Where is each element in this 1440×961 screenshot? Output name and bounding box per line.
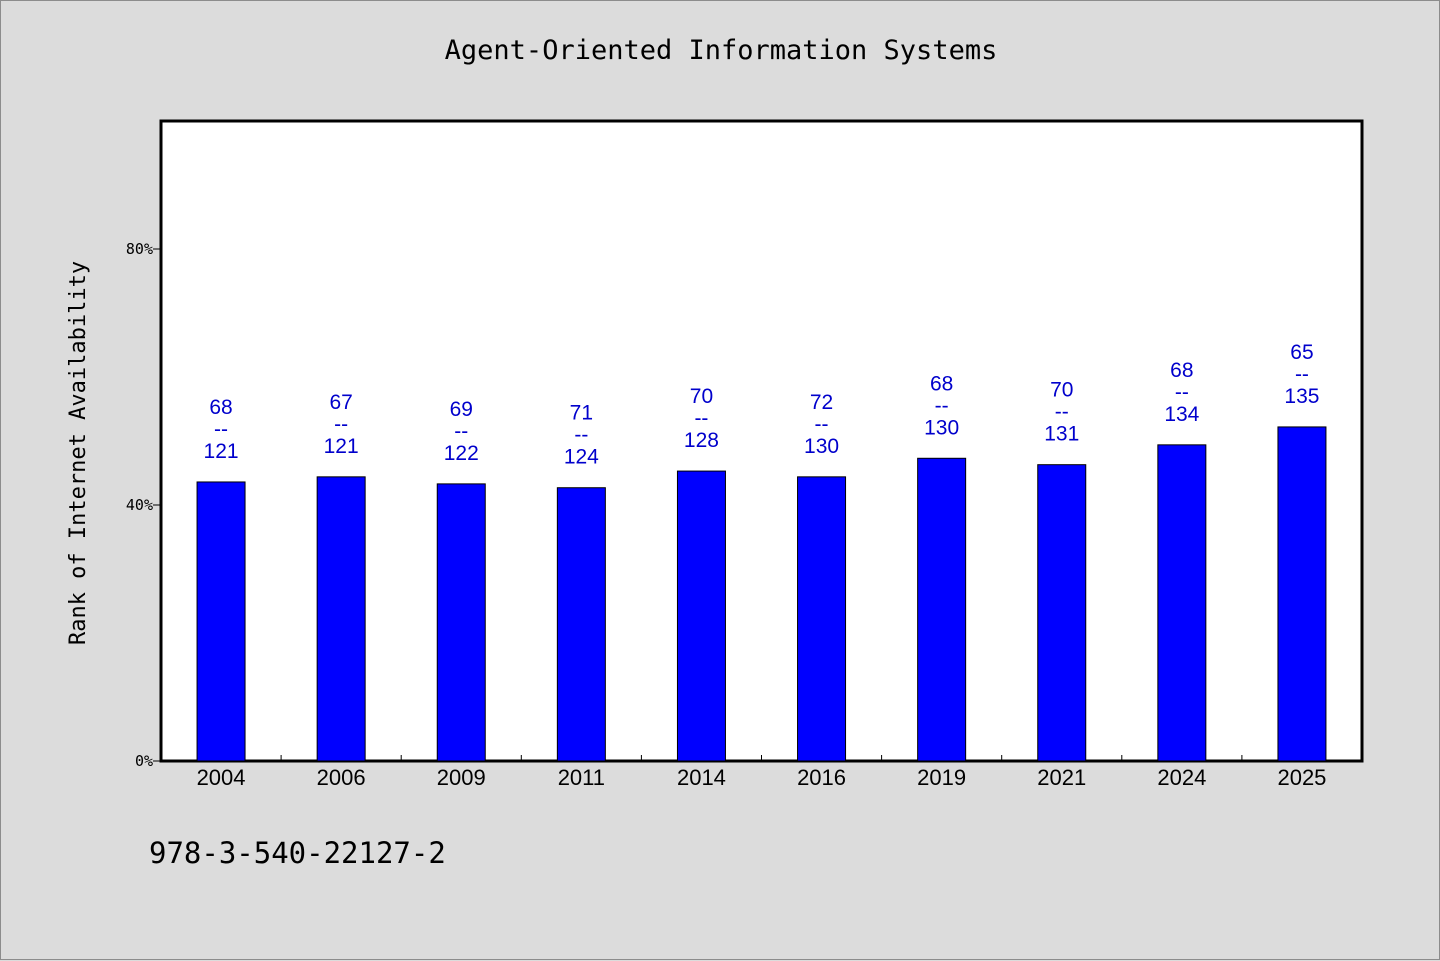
bar-label-total: 121: [204, 440, 239, 463]
x-tick-label: 2025: [1277, 765, 1326, 790]
bar: [316, 476, 366, 762]
x-tick-label: 2011: [558, 765, 605, 790]
bar-label-total: 130: [924, 416, 959, 439]
x-tick-label: 2019: [917, 765, 966, 790]
bar-label-separator: --: [1175, 381, 1189, 404]
bar-label-separator: --: [694, 407, 708, 430]
bar: [1037, 464, 1087, 762]
bar-label-total: 130: [804, 435, 839, 458]
bar: [797, 476, 847, 762]
y-tick-label: 40%: [126, 496, 153, 514]
x-tick-label: 2006: [317, 765, 366, 790]
bar-label-rank: 68: [209, 396, 232, 419]
bar: [436, 483, 486, 762]
y-tick-label: 80%: [126, 240, 153, 258]
bar: [556, 487, 606, 762]
x-tick-label: 2014: [677, 765, 726, 790]
bar: [1157, 444, 1207, 762]
chart-title: Agent-Oriented Information Systems: [444, 35, 998, 66]
bar-label-separator: --: [214, 418, 228, 441]
bar-label-separator: --: [815, 413, 829, 436]
bar-label-rank: 71: [570, 402, 593, 425]
x-tick-label: 2016: [797, 765, 846, 790]
bar-label-total: 128: [684, 429, 719, 452]
y-tick-label: 0%: [135, 752, 153, 770]
bar-label-total: 135: [1284, 385, 1319, 408]
x-tick-label: 2024: [1157, 765, 1206, 790]
bar: [676, 470, 726, 762]
bar-label-rank: 67: [329, 391, 352, 414]
isbn-label: 978-3-540-22127-2: [149, 836, 446, 870]
bar: [196, 481, 246, 762]
bar-label-rank: 68: [1170, 359, 1193, 382]
bar-label-separator: --: [1295, 363, 1309, 386]
bar-label-rank: 70: [1050, 379, 1073, 402]
bar-label-total: 122: [444, 442, 479, 465]
bar-label-rank: 65: [1290, 341, 1313, 364]
bar-label-total: 124: [564, 446, 599, 469]
bar-label-separator: --: [935, 394, 949, 417]
bar: [917, 457, 967, 762]
bar-label-total: 131: [1044, 423, 1079, 446]
bar-label-separator: --: [334, 413, 348, 436]
x-tick-label: 2004: [197, 765, 246, 790]
bar-label-separator: --: [1055, 401, 1069, 424]
bar-label-total: 121: [324, 435, 359, 458]
y-axis-label: Rank of Internet Availability: [66, 261, 91, 645]
bar-label-total: 134: [1164, 403, 1199, 426]
bar-label-rank: 69: [450, 398, 473, 421]
bar-label-separator: --: [454, 420, 468, 443]
bar-label-rank: 68: [930, 372, 953, 395]
bar-label-separator: --: [574, 424, 588, 447]
bar-label-rank: 72: [810, 391, 833, 414]
x-tick-label: 2009: [437, 765, 486, 790]
x-tick-label: 2021: [1037, 765, 1086, 790]
bar: [1277, 426, 1327, 762]
bar-label-rank: 70: [690, 385, 713, 408]
